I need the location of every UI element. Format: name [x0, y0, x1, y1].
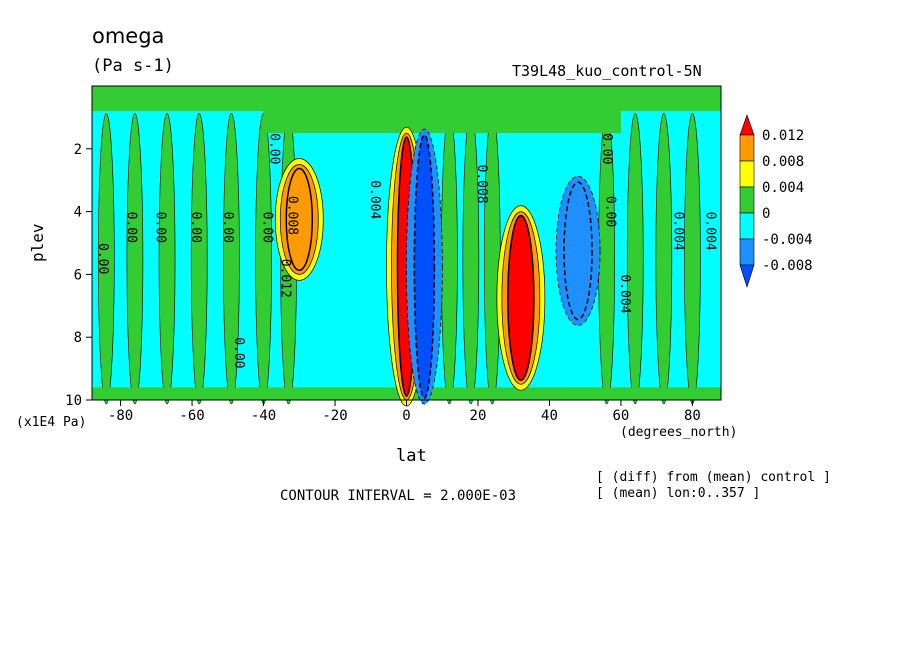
stripe-near-zero [462, 113, 480, 405]
y-tick-label: 6 [74, 267, 82, 283]
contour-label: 0.008 [285, 196, 300, 235]
x-tick-label: 20 [470, 408, 487, 424]
contour-label: 0.004 [703, 212, 718, 251]
x-tick-label: -20 [322, 408, 347, 424]
feature-core [507, 214, 535, 382]
contour-label: 0.00 [152, 212, 167, 243]
contour-label: 0.00 [95, 243, 110, 274]
stripe-near-zero [626, 113, 644, 405]
stripe-near-zero [223, 113, 240, 405]
x-tick-label: 80 [684, 408, 701, 424]
colorbar-segment [739, 160, 755, 188]
colorbar-segment [739, 186, 755, 214]
contour-labels: 0.00 0.00 0.00 0.00 0.00 0.00 0.00 0.00 0.00 0.00… [95, 133, 718, 368]
contour-label: 0.00 [188, 212, 203, 243]
stripe-near-zero [97, 113, 115, 405]
contour-label: 0.00 [603, 196, 618, 227]
y-tick-label: 10 [65, 393, 82, 409]
colorbar-segment [739, 238, 755, 266]
contour-interval: CONTOUR INTERVAL = 2.000E-03 [280, 488, 517, 504]
colorbar-segment [739, 134, 755, 162]
stripe-near-zero [190, 113, 208, 405]
x-tick-label: -80 [108, 408, 133, 424]
contour-label: 0.00 [124, 212, 139, 243]
contour-label: 0.004 [367, 180, 382, 219]
feature-core [285, 167, 314, 272]
chart-units: (Pa s-1) [92, 56, 174, 76]
y-axis-units: (x1E4 Pa) [16, 415, 87, 430]
y-tick-label: 8 [74, 330, 82, 346]
run-label: T39L48_kuo_control-5N [512, 62, 702, 80]
x-tick-label: 60 [613, 408, 630, 424]
stripe-near-zero [655, 113, 673, 405]
note-diff: [ (diff) from (mean) control ] [596, 470, 831, 485]
feature-core [563, 181, 593, 321]
x-tick-label: 40 [541, 408, 558, 424]
top-band-center [263, 86, 621, 134]
chart-title: omega [92, 24, 165, 48]
feature-core [413, 134, 436, 399]
contour-label: 0.00 [599, 133, 614, 164]
contour-label: 0.00 [260, 212, 275, 243]
x-axis-units: (degrees_north) [620, 425, 738, 440]
colorbar-label: 0.008 [762, 154, 804, 170]
colorbar-label: -0.004 [762, 232, 813, 248]
y-tick-label: 2 [74, 142, 82, 158]
y-tick-label: 4 [74, 205, 82, 221]
field-layers [92, 86, 721, 407]
contour-label: 0.00 [231, 337, 246, 368]
colorbar-label: -0.008 [762, 258, 813, 274]
x-tick-label: 0 [402, 408, 410, 424]
colorbar-segment [739, 212, 755, 240]
contour-label: 0.004 [617, 274, 632, 313]
colorbar-label: 0 [762, 206, 770, 222]
contour-label: 0.00 [220, 212, 235, 243]
x-axis-label: lat [396, 446, 427, 466]
x-tick-label: -60 [179, 408, 204, 424]
stripe-near-zero [441, 113, 458, 405]
stripe-near-zero [158, 113, 176, 405]
note-mean: [ (mean) lon:0..357 ] [596, 486, 761, 501]
colorbar-top-arrow [739, 114, 755, 136]
contour-label: 0.008 [474, 165, 489, 204]
colorbar-bottom-arrow [739, 264, 755, 288]
contour-label: 0.012 [277, 259, 292, 298]
stripe-near-zero [126, 113, 144, 405]
stripe-near-zero [684, 113, 701, 405]
contour-label: 0.004 [671, 212, 686, 251]
colorbar-label: 0.012 [762, 128, 804, 144]
contour-label: 0.00 [267, 133, 282, 164]
colorbar: 0.012 0.008 0.004 0 -0.004 -0.008 [739, 114, 813, 288]
colorbar-label: 0.004 [762, 180, 804, 196]
x-tick-label: -40 [251, 408, 276, 424]
stripe-near-zero [483, 113, 501, 405]
